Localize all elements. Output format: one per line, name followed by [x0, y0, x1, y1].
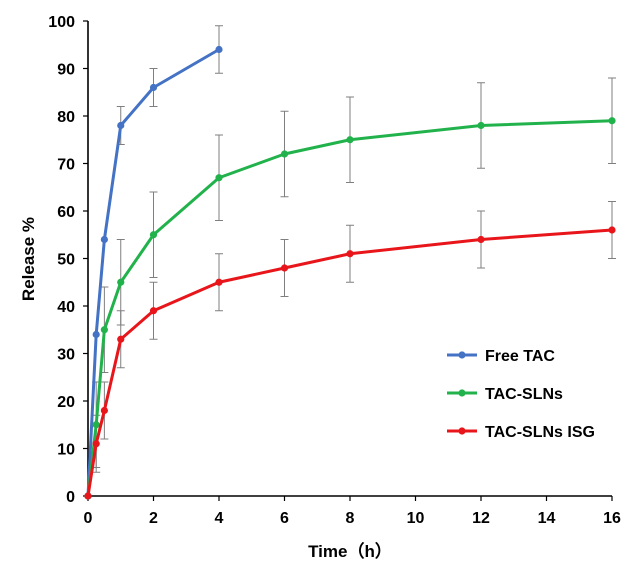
- data-point: [280, 150, 289, 158]
- data-point: [149, 231, 158, 239]
- data-point: [215, 278, 223, 286]
- data-point: [117, 335, 125, 343]
- data-point: [280, 264, 289, 272]
- y-axis-title: Release %: [19, 217, 38, 301]
- x-tick-label: 12: [472, 510, 490, 527]
- data-point: [100, 235, 108, 244]
- y-tick-label: 0: [66, 489, 75, 506]
- data-point: [117, 278, 125, 286]
- data-point: [608, 226, 616, 234]
- y-tick-label: 10: [57, 442, 75, 459]
- x-axis-title: Time（h）: [308, 541, 392, 561]
- legend-marker: [458, 427, 466, 435]
- data-point: [215, 174, 223, 182]
- legend-marker: [458, 389, 466, 397]
- data-point: [477, 121, 485, 130]
- y-tick-label: 30: [57, 347, 75, 364]
- data-point: [100, 326, 108, 334]
- series-line-2: [86, 228, 613, 497]
- series-lines: [84, 45, 616, 500]
- y-tick-label: 50: [57, 252, 75, 269]
- y-tick-label: 80: [57, 109, 75, 126]
- data-point: [346, 136, 354, 144]
- legend-label: TAC-SLNs ISG: [485, 424, 595, 441]
- x-tick-label: 4: [215, 510, 224, 527]
- data-point: [100, 406, 108, 415]
- legend-label: Free TAC: [485, 348, 555, 365]
- y-tick-label: 60: [57, 204, 75, 221]
- data-point: [215, 45, 223, 54]
- x-tick-label: 2: [149, 510, 158, 527]
- x-tick-label: 10: [407, 510, 425, 527]
- series-line-1: [86, 119, 613, 497]
- x-tick-label: 0: [84, 510, 93, 527]
- data-point: [477, 235, 485, 244]
- data-point: [346, 250, 354, 258]
- y-tick-label: 90: [57, 62, 75, 79]
- data-point: [92, 440, 100, 448]
- data-point: [117, 121, 125, 130]
- data-point: [84, 492, 92, 500]
- x-tick-label: 16: [603, 510, 621, 527]
- y-tick-label: 100: [48, 14, 75, 31]
- legend: Free TAC TAC-SLNs TAC-SLNs ISG: [447, 348, 595, 441]
- y-tick-label: 20: [57, 394, 75, 411]
- y-tick-label: 40: [57, 299, 75, 316]
- x-tick-label: 6: [280, 510, 289, 527]
- y-tick-label: 70: [57, 157, 75, 174]
- legend-label: TAC-SLNs: [485, 386, 563, 403]
- legend-marker: [458, 351, 466, 359]
- data-point: [92, 421, 100, 429]
- error-bars: [92, 25, 616, 473]
- series-line-0: [86, 48, 220, 497]
- data-point: [92, 330, 100, 339]
- axes: [83, 20, 613, 501]
- x-tick-label: 8: [346, 510, 355, 527]
- data-point: [149, 307, 158, 315]
- data-point: [608, 117, 616, 125]
- data-point: [149, 83, 158, 92]
- tick-labels: 0 2 4 6 8 10 12 14 16 0 10 20 30 40 50 60 70 80 90 100: [48, 14, 621, 527]
- x-tick-label: 14: [538, 510, 556, 527]
